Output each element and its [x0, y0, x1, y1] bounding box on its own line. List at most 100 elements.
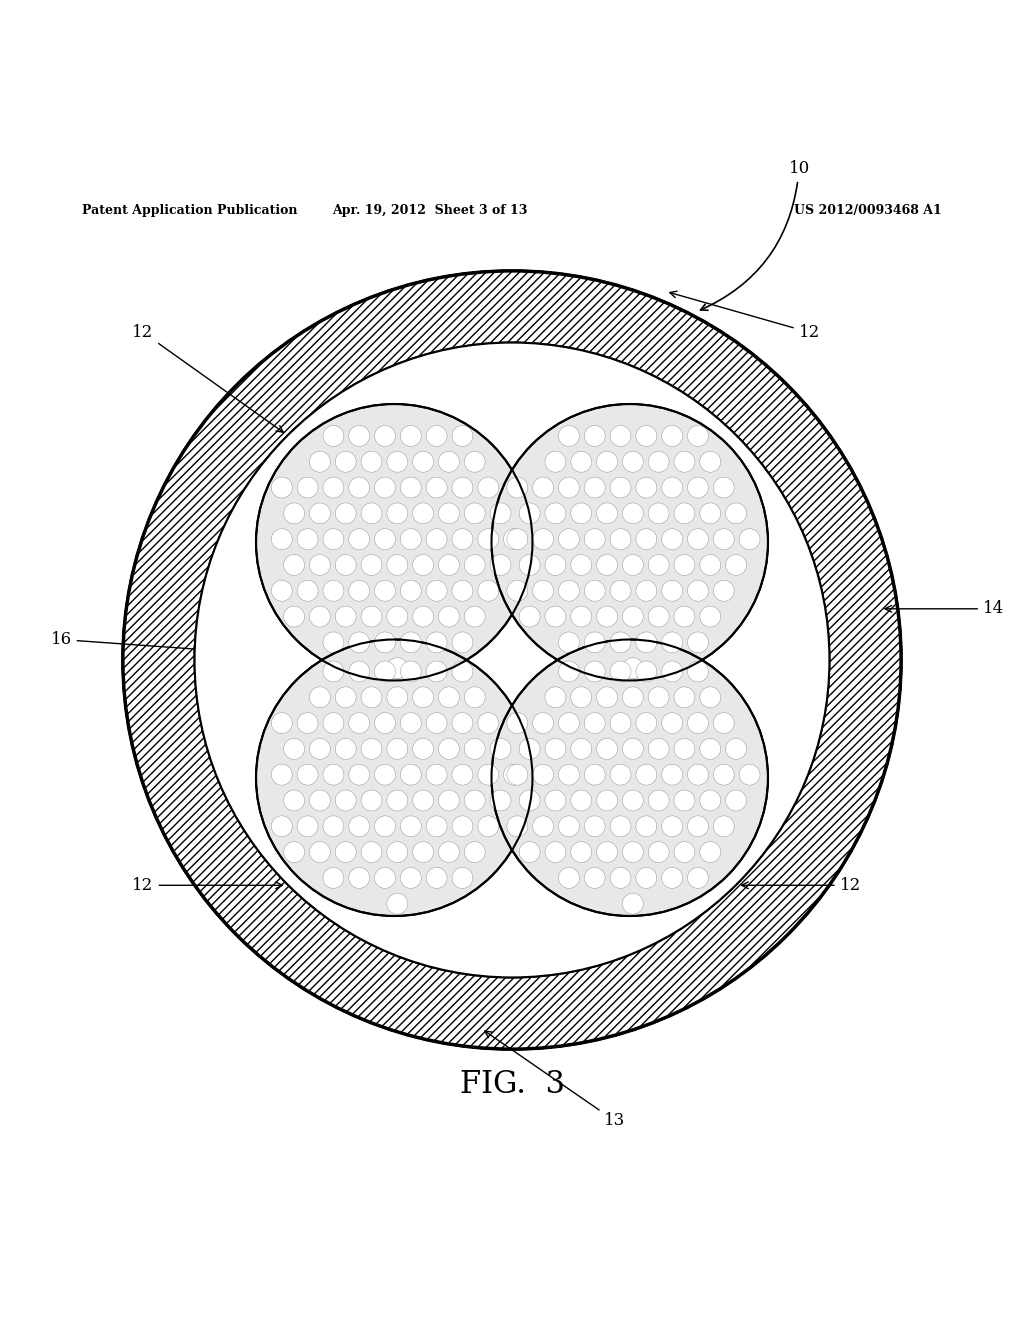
- Circle shape: [585, 661, 605, 682]
- Circle shape: [464, 606, 485, 627]
- Circle shape: [426, 764, 447, 785]
- Circle shape: [674, 503, 695, 524]
- Circle shape: [545, 686, 566, 708]
- Circle shape: [558, 529, 580, 549]
- Circle shape: [375, 816, 395, 837]
- Circle shape: [438, 503, 460, 524]
- Circle shape: [687, 581, 709, 601]
- Circle shape: [648, 842, 669, 862]
- Circle shape: [687, 764, 709, 785]
- Circle shape: [284, 554, 304, 576]
- Circle shape: [636, 581, 656, 601]
- Circle shape: [726, 791, 746, 810]
- Circle shape: [519, 738, 540, 759]
- Circle shape: [519, 606, 540, 627]
- Circle shape: [504, 764, 524, 785]
- Circle shape: [297, 477, 318, 498]
- Circle shape: [519, 791, 540, 810]
- Circle shape: [452, 425, 473, 446]
- Circle shape: [687, 477, 709, 498]
- Circle shape: [349, 581, 370, 601]
- Circle shape: [335, 738, 356, 759]
- Circle shape: [674, 606, 695, 627]
- Circle shape: [570, 451, 592, 473]
- Circle shape: [545, 554, 566, 576]
- Circle shape: [648, 686, 669, 708]
- Circle shape: [545, 503, 566, 524]
- Circle shape: [323, 632, 344, 653]
- Circle shape: [662, 425, 683, 446]
- Circle shape: [648, 738, 669, 759]
- Circle shape: [585, 816, 605, 837]
- Circle shape: [662, 581, 683, 601]
- Circle shape: [558, 713, 580, 734]
- Circle shape: [323, 581, 344, 601]
- Circle shape: [597, 451, 617, 473]
- Circle shape: [323, 713, 344, 734]
- Circle shape: [400, 713, 421, 734]
- Circle shape: [438, 842, 460, 862]
- Circle shape: [413, 791, 433, 810]
- Circle shape: [519, 554, 540, 576]
- Circle shape: [478, 816, 499, 837]
- Circle shape: [610, 632, 631, 653]
- Circle shape: [478, 529, 499, 549]
- Circle shape: [400, 477, 421, 498]
- Circle shape: [323, 477, 344, 498]
- Circle shape: [387, 554, 408, 576]
- Circle shape: [309, 842, 331, 862]
- Circle shape: [335, 503, 356, 524]
- Circle shape: [558, 581, 580, 601]
- Circle shape: [361, 606, 382, 627]
- Circle shape: [438, 791, 460, 810]
- Circle shape: [662, 713, 683, 734]
- Circle shape: [400, 632, 421, 653]
- Circle shape: [532, 764, 554, 785]
- Circle shape: [714, 477, 734, 498]
- Circle shape: [387, 894, 408, 915]
- Circle shape: [662, 632, 683, 653]
- Circle shape: [714, 713, 734, 734]
- Circle shape: [636, 661, 656, 682]
- Circle shape: [464, 686, 485, 708]
- Circle shape: [387, 738, 408, 759]
- Text: FIG.  3: FIG. 3: [460, 1069, 564, 1101]
- Circle shape: [271, 477, 292, 498]
- Circle shape: [623, 738, 643, 759]
- Circle shape: [597, 686, 617, 708]
- Circle shape: [426, 581, 447, 601]
- Circle shape: [519, 503, 540, 524]
- Circle shape: [349, 425, 370, 446]
- Circle shape: [400, 529, 421, 549]
- Circle shape: [195, 343, 829, 977]
- Circle shape: [532, 581, 554, 601]
- Text: 14: 14: [885, 601, 1005, 618]
- Circle shape: [452, 764, 473, 785]
- Circle shape: [492, 404, 768, 681]
- Circle shape: [297, 529, 318, 549]
- Circle shape: [623, 894, 643, 915]
- Circle shape: [400, 867, 421, 888]
- Circle shape: [413, 554, 433, 576]
- Circle shape: [570, 606, 592, 627]
- Circle shape: [323, 661, 344, 682]
- Circle shape: [400, 425, 421, 446]
- Circle shape: [687, 661, 709, 682]
- Circle shape: [623, 606, 643, 627]
- Text: US 2012/0093468 A1: US 2012/0093468 A1: [795, 205, 942, 218]
- Circle shape: [699, 842, 721, 862]
- Circle shape: [492, 639, 768, 916]
- Circle shape: [726, 738, 746, 759]
- Circle shape: [361, 791, 382, 810]
- Circle shape: [452, 713, 473, 734]
- Circle shape: [426, 867, 447, 888]
- Circle shape: [400, 581, 421, 601]
- Circle shape: [662, 764, 683, 785]
- Circle shape: [570, 738, 592, 759]
- Circle shape: [123, 271, 901, 1049]
- Circle shape: [452, 661, 473, 682]
- Circle shape: [323, 816, 344, 837]
- Circle shape: [323, 867, 344, 888]
- Circle shape: [464, 503, 485, 524]
- Circle shape: [532, 713, 554, 734]
